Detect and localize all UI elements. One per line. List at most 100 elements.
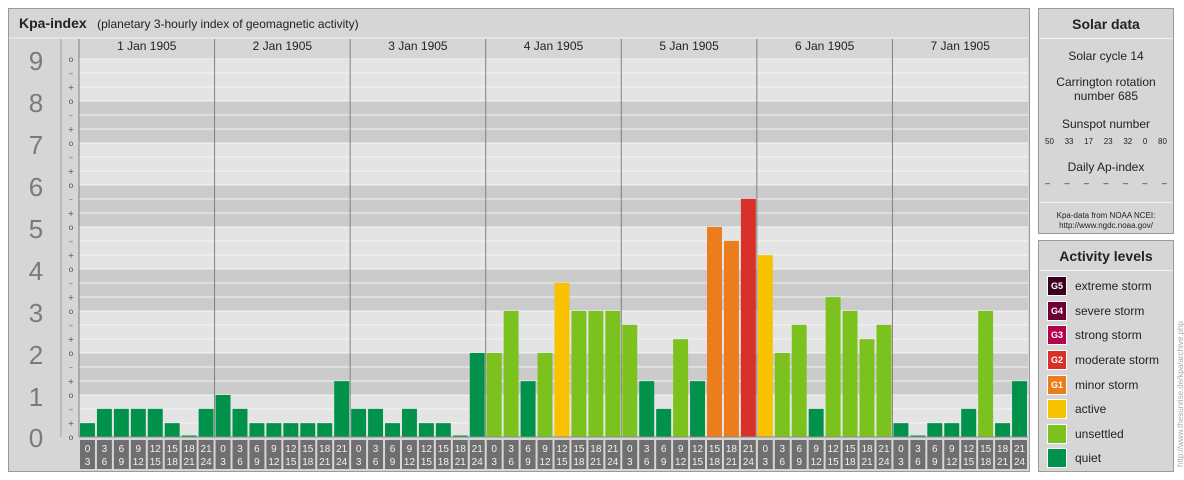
- kpa-bar: [791, 324, 807, 437]
- interval-end-label: 3: [356, 457, 362, 468]
- interval-start-label: 6: [661, 444, 667, 455]
- source-line1: Kpa-data from NOAA NCEI:: [1056, 211, 1156, 220]
- level-band-3: [79, 269, 1028, 311]
- solar-cycle: Solar cycle 14: [1068, 49, 1144, 63]
- ap-index-value: –: [1045, 178, 1051, 188]
- y-subtick-label: –: [69, 69, 73, 78]
- y-tick-label: 7: [29, 130, 43, 160]
- activity-level-label: strong storm: [1075, 328, 1142, 343]
- activity-level-label: unsettled: [1075, 426, 1124, 441]
- interval-label-bg: [249, 440, 265, 469]
- chart-title: Kpa-index: [19, 15, 87, 31]
- kpa-chart-panel: 0 1 2 3 4 5 6 7 8 9 o + – o + – o + – o + – o + – o + – o + – o + – o + – o 1 …: [8, 8, 1030, 472]
- interval-end-label: 21: [861, 457, 873, 468]
- interval-end-label: 9: [932, 457, 938, 468]
- interval-start-label: 12: [150, 444, 162, 455]
- interval-start-label: 21: [743, 444, 755, 455]
- day-label: 6 Jan 1905: [795, 39, 855, 53]
- interval-label-bg: [740, 440, 756, 469]
- title-strip: [9, 9, 1029, 38]
- interval-label-bg: [401, 440, 417, 469]
- sunspot-value: 50: [1045, 137, 1054, 146]
- interval-label-bg: [452, 440, 468, 469]
- kpa-bar: [656, 408, 672, 437]
- source-credit: http://www.thesunrise.de/kpa/archive.php: [1176, 321, 1184, 467]
- interval-start-label: 21: [1014, 444, 1026, 455]
- kpa-bar: [554, 282, 570, 437]
- interval-end-label: 21: [590, 457, 602, 468]
- interval-label-bg: [80, 440, 95, 469]
- interval-end-label: 24: [607, 457, 619, 468]
- kpa-bar: [1012, 381, 1027, 437]
- interval-start-label: 18: [861, 444, 873, 455]
- interval-label-bg: [791, 440, 807, 469]
- interval-label-bg: [300, 440, 316, 469]
- interval-start-label: 3: [102, 444, 108, 455]
- interval-label-bg: [1012, 440, 1027, 469]
- kpa-bar: [774, 353, 790, 437]
- y-subtick-label: +: [68, 335, 75, 344]
- interval-end-label: 24: [201, 457, 213, 468]
- y-subtick-label: o: [69, 181, 74, 190]
- interval-start-label: 3: [508, 444, 514, 455]
- activity-level-swatch: G5: [1047, 276, 1067, 297]
- interval-label-bg: [757, 440, 773, 469]
- carrington-line1: Carrington rotation: [1056, 75, 1156, 89]
- interval-end-label: 15: [828, 457, 840, 468]
- activity-level-item: G3 strong storm: [1039, 323, 1173, 348]
- interval-start-label: 21: [607, 444, 619, 455]
- interval-end-label: 12: [811, 457, 823, 468]
- y-subtick-label: +: [68, 251, 75, 260]
- interval-end-label: 12: [946, 457, 958, 468]
- ap-index-value: –: [1103, 178, 1109, 188]
- kpa-bar: [995, 423, 1011, 437]
- day-label: 1 Jan 1905: [117, 39, 177, 53]
- interval-start-label: 0: [85, 444, 91, 455]
- interval-label-bg: [774, 440, 790, 469]
- kpa-bar: [740, 198, 756, 437]
- level-band-7: [79, 101, 1028, 143]
- interval-end-label: 24: [743, 457, 755, 468]
- interval-start-label: 9: [949, 444, 955, 455]
- solar-data-title: Solar data: [1039, 9, 1173, 39]
- kpa-bar: [537, 353, 553, 437]
- interval-end-label: 12: [539, 457, 551, 468]
- interval-end-label: 24: [472, 457, 484, 468]
- interval-label-bg: [181, 440, 197, 469]
- y-subtick-label: o: [69, 223, 74, 232]
- interval-start-label: 0: [356, 444, 362, 455]
- chart-subtitle: (planetary 3-hourly index of geomagnetic…: [97, 17, 359, 31]
- interval-label-bg: [910, 440, 926, 469]
- day-label: 7 Jan 1905: [931, 39, 991, 53]
- interval-end-label: 3: [763, 457, 769, 468]
- kpa-bar: [418, 423, 434, 437]
- kpa-bar: [469, 353, 485, 437]
- interval-start-label: 18: [590, 444, 602, 455]
- interval-start-label: 6: [254, 444, 260, 455]
- interval-end-label: 6: [508, 457, 514, 468]
- sunspot-value: 23: [1103, 137, 1113, 146]
- kpa-bar: [961, 408, 977, 437]
- interval-end-label: 9: [119, 457, 125, 468]
- interval-end-label: 9: [254, 457, 260, 468]
- interval-end-label: 12: [675, 457, 687, 468]
- interval-end-label: 12: [133, 457, 145, 468]
- kpa-bar: [130, 408, 146, 437]
- level-band-4: [79, 227, 1028, 269]
- interval-label-bg: [554, 440, 570, 469]
- interval-start-label: 15: [573, 444, 585, 455]
- kpa-bar: [978, 311, 994, 437]
- y-tick-label: 6: [29, 172, 43, 202]
- activity-level-item: G4 severe storm: [1039, 299, 1173, 324]
- kpa-chart: 0123456789o+–o+–o+–o+–o+–o+–o+–o+–o+–o1 …: [9, 9, 1029, 469]
- interval-start-label: 6: [390, 444, 396, 455]
- y-subtick-label: +: [68, 83, 75, 92]
- activity-level-label: moderate storm: [1075, 353, 1160, 368]
- kpa-bar: [385, 423, 400, 437]
- interval-label-bg: [317, 440, 333, 469]
- kpa-bar: [283, 423, 299, 437]
- kpa-bar: [300, 423, 316, 437]
- kpa-bar: [80, 423, 95, 437]
- y-subtick-label: –: [69, 405, 73, 414]
- interval-end-label: 6: [102, 457, 108, 468]
